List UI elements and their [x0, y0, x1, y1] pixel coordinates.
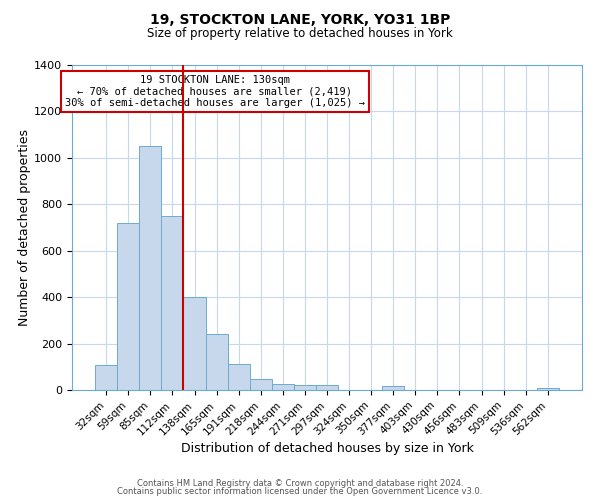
Bar	[95, 365, 117, 390]
Text: Contains public sector information licensed under the Open Government Licence v3: Contains public sector information licen…	[118, 487, 482, 496]
Text: 19 STOCKTON LANE: 130sqm
← 70% of detached houses are smaller (2,419)
30% of sem: 19 STOCKTON LANE: 130sqm ← 70% of detach…	[65, 74, 365, 108]
Bar	[161, 216, 184, 390]
Bar	[250, 379, 272, 390]
Bar	[294, 386, 316, 390]
Bar	[117, 223, 139, 390]
Bar	[316, 386, 338, 390]
Bar	[206, 334, 227, 390]
Y-axis label: Number of detached properties: Number of detached properties	[19, 129, 31, 326]
Text: 19, STOCKTON LANE, YORK, YO31 1BP: 19, STOCKTON LANE, YORK, YO31 1BP	[150, 12, 450, 26]
Bar	[382, 386, 404, 390]
Bar	[272, 384, 294, 390]
Text: Size of property relative to detached houses in York: Size of property relative to detached ho…	[147, 28, 453, 40]
Bar	[227, 364, 250, 390]
Bar	[139, 146, 161, 390]
Bar	[537, 388, 559, 390]
X-axis label: Distribution of detached houses by size in York: Distribution of detached houses by size …	[181, 442, 473, 455]
Text: Contains HM Land Registry data © Crown copyright and database right 2024.: Contains HM Land Registry data © Crown c…	[137, 478, 463, 488]
Bar	[184, 297, 206, 390]
